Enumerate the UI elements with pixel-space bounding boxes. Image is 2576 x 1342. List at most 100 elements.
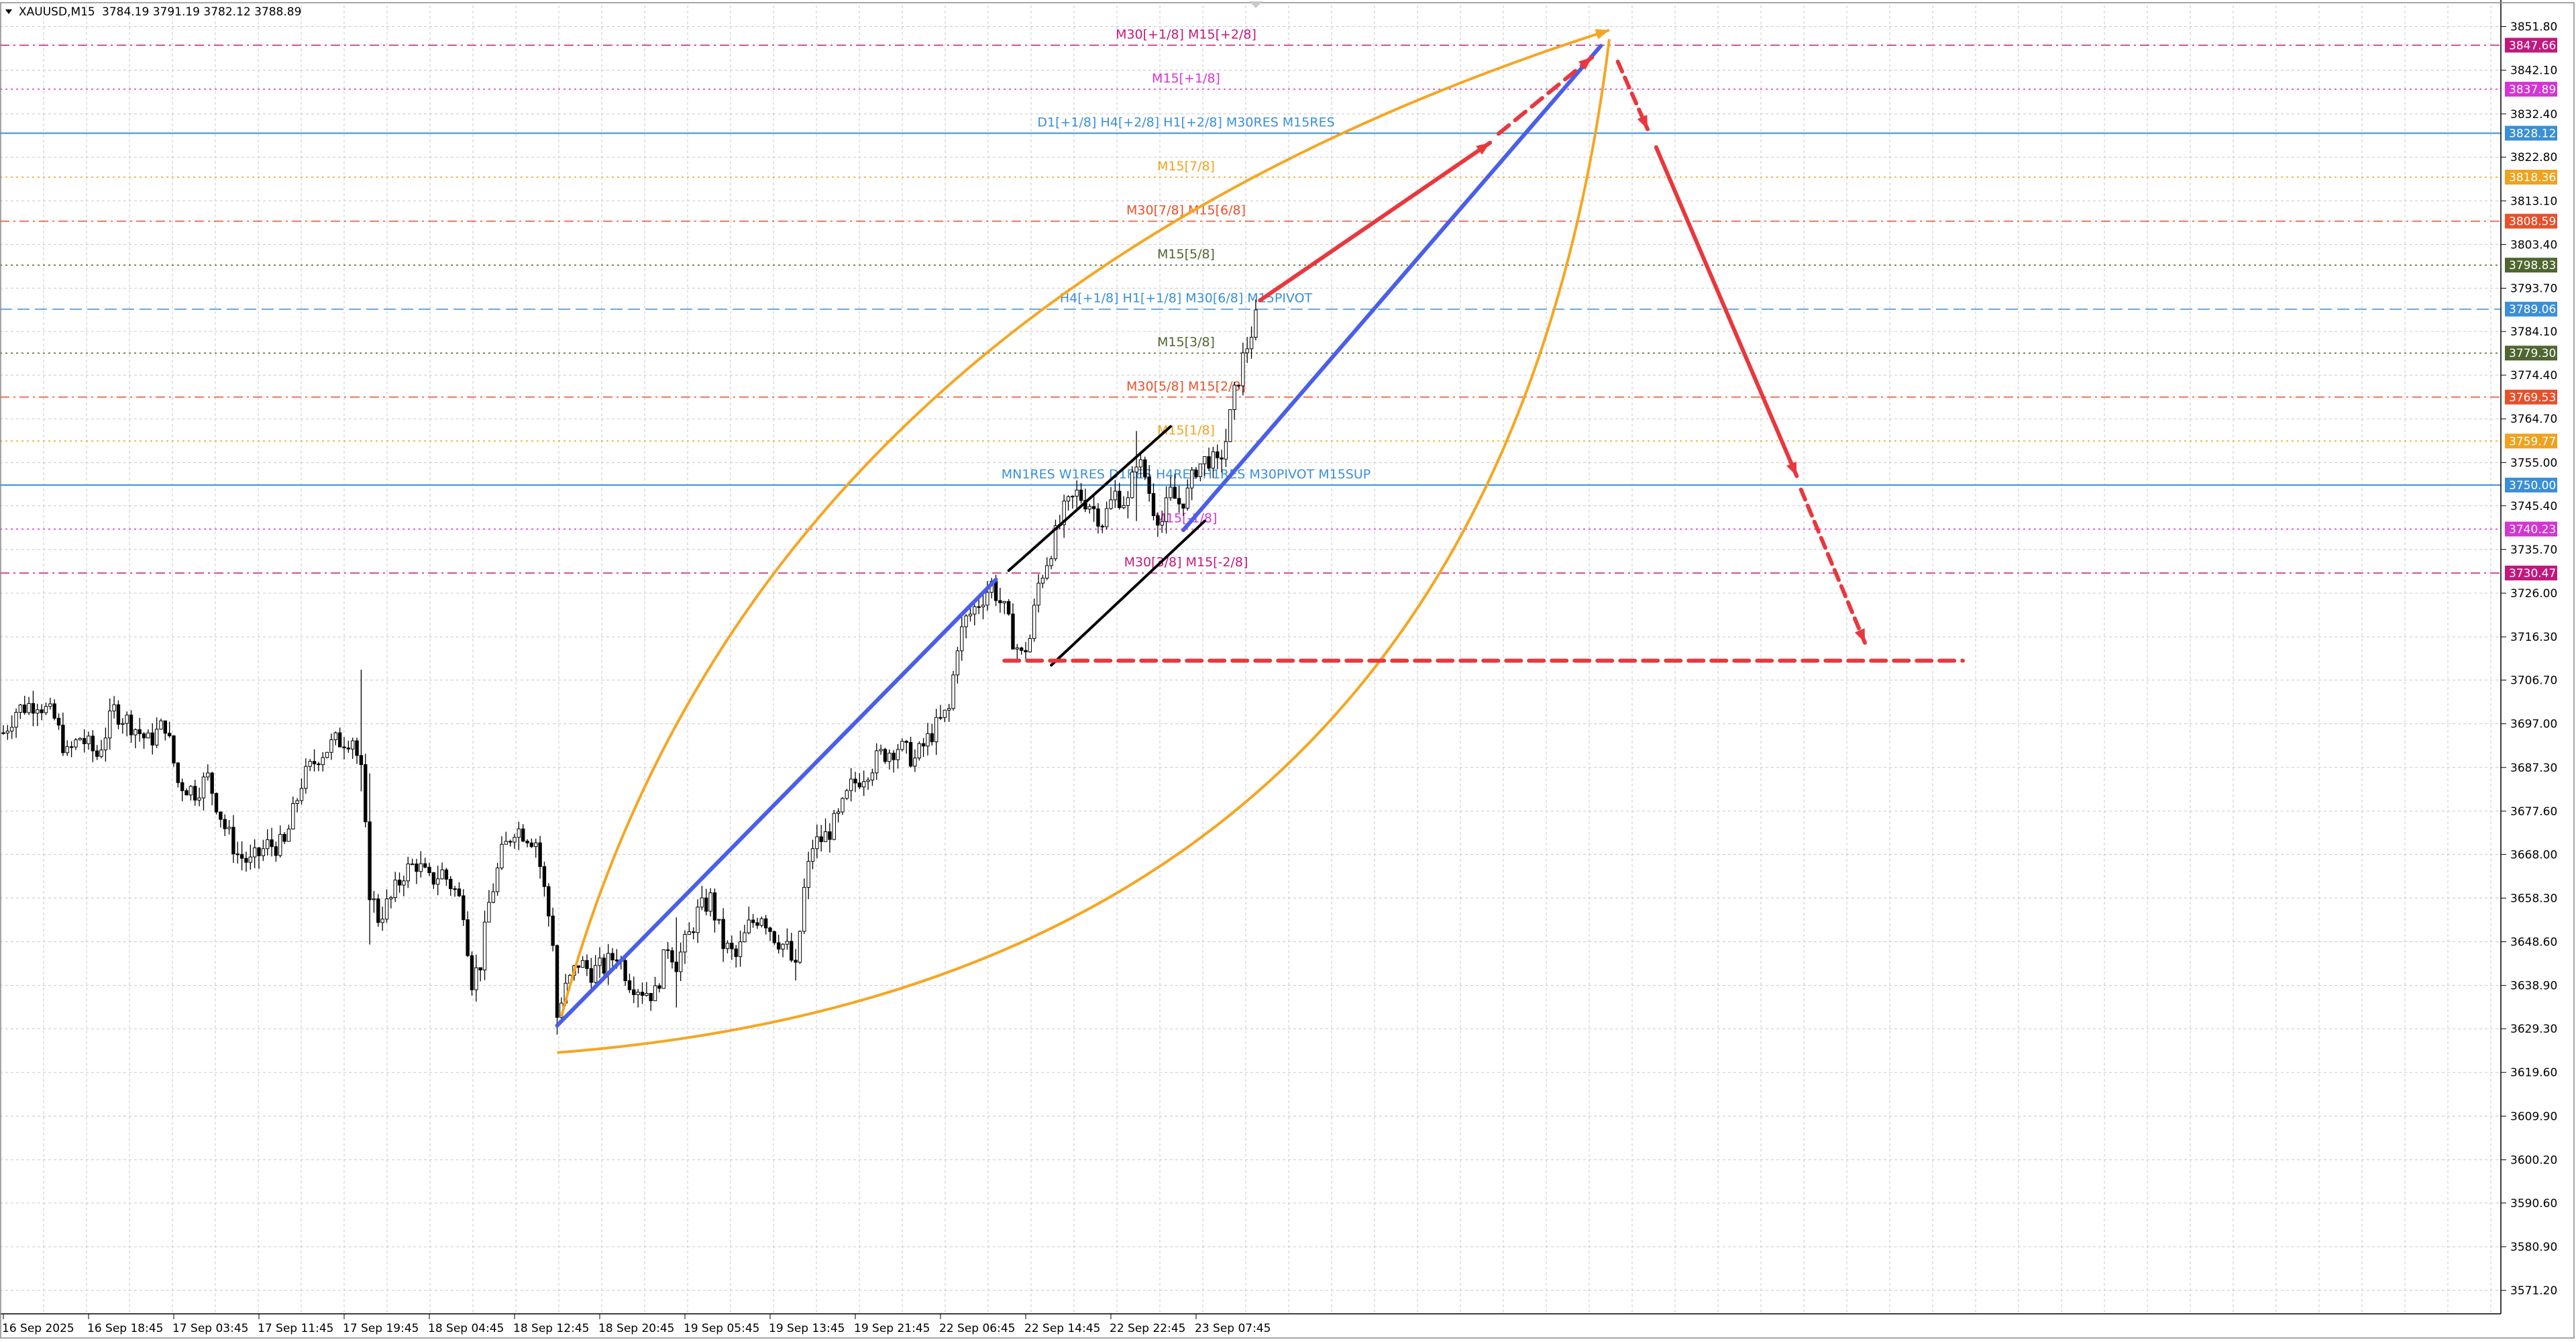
candle-body	[82, 737, 87, 744]
price-tick-label: 3745.40	[2510, 500, 2557, 513]
candle-body	[1040, 578, 1045, 584]
candle-body	[278, 833, 282, 856]
candle-body	[415, 864, 419, 872]
level-price-badge-text: 3828.12	[2509, 127, 2556, 141]
price-tick-label: 3600.20	[2510, 1153, 2557, 1167]
candle-body	[321, 757, 325, 766]
candle-body	[610, 953, 614, 961]
candle-body	[346, 747, 351, 750]
price-tick-label: 3706.70	[2510, 674, 2557, 688]
candle-body	[845, 790, 849, 799]
candle-body	[712, 892, 717, 921]
candle-body	[627, 980, 632, 990]
projection-target-arrowhead	[1854, 628, 1865, 643]
candle-body	[721, 919, 725, 949]
candle-body	[598, 958, 602, 966]
candle-body	[640, 992, 645, 996]
candle-body	[154, 729, 159, 745]
candle-body	[900, 741, 904, 750]
price-tick-label: 3842.10	[2510, 64, 2557, 78]
candle-body	[529, 842, 534, 847]
candle-body	[380, 919, 384, 923]
candle-body	[504, 841, 508, 845]
candle-body	[1062, 501, 1066, 525]
candle-body	[751, 919, 755, 923]
candle-body	[1203, 456, 1207, 464]
candle-body	[295, 800, 299, 804]
candle-body	[10, 727, 14, 731]
candle-body	[466, 919, 470, 956]
candle-body	[355, 740, 359, 756]
candle-body	[879, 749, 883, 752]
level-label: M15[5/8]	[1157, 247, 1215, 262]
candle-body	[1185, 487, 1189, 509]
projection-down-dashed-2	[1799, 487, 1867, 645]
candle-body	[129, 715, 133, 735]
price-tick-label: 3716.30	[2510, 631, 2557, 644]
candle-body	[892, 752, 896, 760]
level-price-badge	[2505, 38, 2557, 53]
candle-body	[1096, 508, 1100, 527]
projection-down-solid	[1654, 145, 1799, 478]
candle-body	[333, 732, 338, 740]
candle-body	[994, 580, 998, 601]
candle-body	[1028, 638, 1032, 653]
candle-body	[1194, 470, 1198, 477]
candle-body	[282, 833, 286, 842]
candle-body	[133, 729, 138, 735]
candle-body	[325, 752, 329, 758]
dropdown-icon[interactable]	[5, 9, 12, 14]
price-tick-label: 3648.60	[2510, 936, 2557, 949]
time-tick-label: 16 Sep 18:45	[87, 1322, 163, 1335]
candle-body	[819, 836, 823, 842]
price-tick-label: 3580.90	[2510, 1241, 2557, 1254]
candle-body	[159, 720, 163, 730]
time-tick-label: 22 Sep 14:45	[1024, 1322, 1100, 1335]
level-price-badge	[2505, 565, 2557, 580]
candle-body	[40, 709, 44, 713]
candle-body	[61, 725, 65, 754]
projection-up-arrowhead	[1476, 142, 1491, 155]
black-channel-upper	[1007, 425, 1172, 572]
candle-body	[547, 886, 551, 917]
price-tick-label: 3638.90	[2510, 980, 2557, 993]
candle-body	[1032, 605, 1036, 639]
candle-body	[121, 723, 125, 725]
candle-body	[1071, 495, 1075, 498]
candle-body	[921, 743, 926, 747]
candle-body	[423, 863, 427, 868]
candle-body	[1138, 459, 1143, 468]
candle-body	[517, 828, 521, 838]
candle-body	[389, 897, 393, 900]
curve-upper-arrowhead	[1595, 29, 1609, 40]
time-tick-label: 18 Sep 20:45	[598, 1322, 674, 1335]
candle-body	[103, 737, 108, 751]
candle-body	[661, 949, 665, 989]
candle-body	[823, 831, 828, 842]
level-label: M30[3/8] M15[-2/8]	[1124, 555, 1248, 570]
candle-body	[219, 811, 223, 820]
candle-body	[163, 720, 168, 734]
candles	[1, 299, 1258, 1035]
candle-body	[1002, 601, 1006, 603]
price-tick-label: 3590.60	[2510, 1197, 2557, 1210]
candle-body	[478, 967, 482, 971]
candle-body	[674, 962, 678, 972]
candle-body	[376, 898, 380, 923]
candle-body	[406, 864, 410, 882]
time-tick-label: 16 Sep 2025	[2, 1322, 74, 1335]
price-tick-label: 3697.00	[2510, 718, 2557, 731]
candle-body	[1254, 309, 1258, 338]
candle-body	[743, 932, 747, 943]
level-label: M30[5/8] M15[2/8]	[1126, 379, 1246, 394]
candle-body	[1173, 486, 1177, 499]
candle-body	[206, 772, 210, 778]
candle-body	[934, 717, 938, 743]
level-label: M15[+1/8]	[1152, 71, 1220, 86]
candle-body	[112, 704, 116, 712]
candle-body	[91, 735, 95, 752]
price-tick-label: 3764.70	[2510, 413, 2557, 426]
candle-body	[364, 764, 368, 823]
